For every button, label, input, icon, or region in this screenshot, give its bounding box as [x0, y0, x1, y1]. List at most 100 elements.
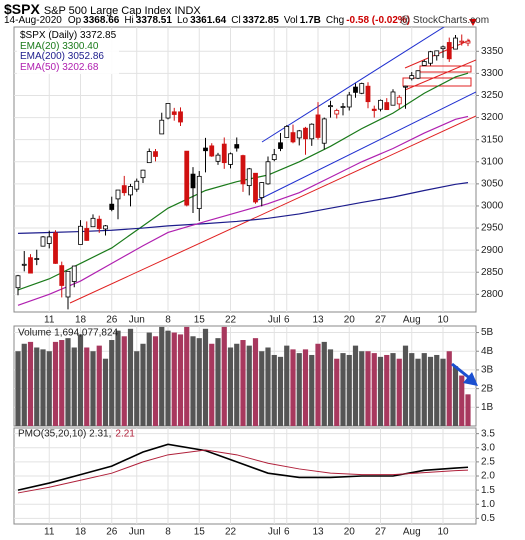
x-tick-label: 8 [165, 527, 171, 538]
x-tick-label: 13 [312, 315, 324, 326]
x-tick-label: 11 [44, 315, 55, 326]
volume-bar [352, 345, 359, 426]
trend-lines [69, 27, 476, 304]
candle-body [309, 123, 315, 140]
volume-bar [452, 366, 459, 426]
volume-bar [59, 340, 65, 426]
y-tick-label: 4B [481, 346, 494, 357]
date: 14-Aug-2020 [4, 15, 62, 26]
candle-body [103, 225, 108, 230]
x-tick-label: 27 [375, 527, 387, 538]
stat-value: -0.58 (-0.02%) [346, 15, 411, 26]
candle-body [209, 145, 215, 157]
candle-body [184, 150, 190, 206]
volume-bar [202, 328, 209, 426]
x-tick-label: Jul [268, 527, 281, 538]
y-tick-label: 2950 [481, 223, 504, 234]
header-stats: 14-Aug-2020 Op 3368.66 Hi 3378.51 Lo 3361.64 Cl… [4, 15, 415, 26]
volume-bar [46, 351, 52, 426]
candle-body [390, 91, 396, 106]
volume-bar [184, 326, 190, 426]
stat-label: Cl [231, 15, 241, 26]
candle-body [384, 102, 390, 111]
y-tick-label: 3100 [481, 156, 504, 167]
stat-value: 1.7B [299, 15, 321, 26]
candle-body [321, 118, 327, 144]
candle-body [440, 46, 446, 50]
candle-body [71, 265, 77, 282]
stat-value: 3372.85 [242, 15, 279, 26]
y-tick-label: 3350 [481, 46, 504, 57]
x-tick-label: 6 [284, 315, 290, 326]
legend-entry: EMA(20) 3300.40 [20, 41, 116, 53]
volume-bar [434, 354, 440, 426]
x-tick-label: 20 [344, 315, 356, 326]
x-tick-label: 13 [312, 527, 324, 538]
legend-entry: EMA(200) 3052.86 [20, 51, 116, 63]
y-tick-label: 2850 [481, 267, 504, 278]
candle-body [21, 263, 27, 266]
volume-bar [34, 347, 40, 426]
x-tick-label: 27 [375, 315, 387, 326]
volume-bar [390, 353, 396, 426]
candle-body [246, 168, 252, 187]
volume-bar [71, 347, 77, 426]
candle-body [190, 173, 196, 189]
volume-bar [296, 353, 302, 426]
panel-title: PMO(35,20,10) 2.31, [18, 429, 111, 440]
x-tick-label: Aug [403, 315, 421, 326]
down-arrow [469, 19, 477, 26]
legend-text: $SPX (Daily) 3372.85 [20, 30, 117, 41]
legend-text: EMA(200) 3052.86 [20, 51, 104, 62]
volume-bar [284, 345, 290, 426]
ema-line [17, 182, 469, 234]
candle-body [40, 236, 46, 247]
volume-bar [246, 345, 252, 426]
volume-bar [359, 351, 365, 426]
candle-body [240, 155, 246, 185]
y-tick-label: 3150 [481, 134, 504, 145]
legend-text: EMA(50) 3202.68 [20, 61, 99, 73]
volume-bar [384, 354, 390, 426]
candle-body [121, 185, 127, 194]
legend-entry: $SPX (Daily) 3372.85 [20, 30, 117, 42]
volume-bar [277, 356, 284, 426]
volume-bar [65, 338, 71, 426]
volume-bar [84, 347, 90, 426]
volume-bar [165, 330, 171, 426]
ema-line [17, 72, 469, 291]
candle-body [78, 225, 83, 245]
volume-bar [446, 351, 452, 426]
volume-bar [15, 351, 21, 426]
candle-body [359, 83, 365, 94]
candle-body [178, 111, 183, 123]
volume-bar [21, 343, 27, 426]
volume-bar [440, 358, 446, 426]
volume-bar [309, 354, 315, 426]
legend-entry: EMA(50) 3202.68 [20, 61, 116, 74]
volume-bar [115, 330, 121, 426]
candle-body [459, 40, 465, 43]
stat-label: Hi [124, 15, 134, 26]
stat-label: Chg [325, 15, 345, 26]
candle-body [428, 51, 433, 64]
panel-title: Volume 1,694,077,824 [18, 328, 119, 339]
candle-body [278, 142, 283, 149]
volume-bar [252, 338, 259, 426]
volume-bar [459, 375, 465, 426]
volume-bar [409, 353, 415, 426]
volume-bar [415, 358, 421, 426]
candle-body [259, 182, 265, 198]
y-tick-label: 2800 [481, 289, 504, 300]
candle-body [146, 151, 152, 164]
candle-body [221, 143, 227, 164]
candle-body [46, 236, 52, 244]
candle-body [346, 94, 352, 108]
volume-bar [215, 338, 221, 426]
x-tick-label: 6 [284, 527, 290, 538]
volume-bar [346, 354, 352, 426]
y-tick-label: 0.5 [481, 513, 495, 524]
x-tick-label: 26 [106, 527, 118, 538]
candle-body [115, 189, 121, 200]
candle-body [165, 103, 171, 119]
